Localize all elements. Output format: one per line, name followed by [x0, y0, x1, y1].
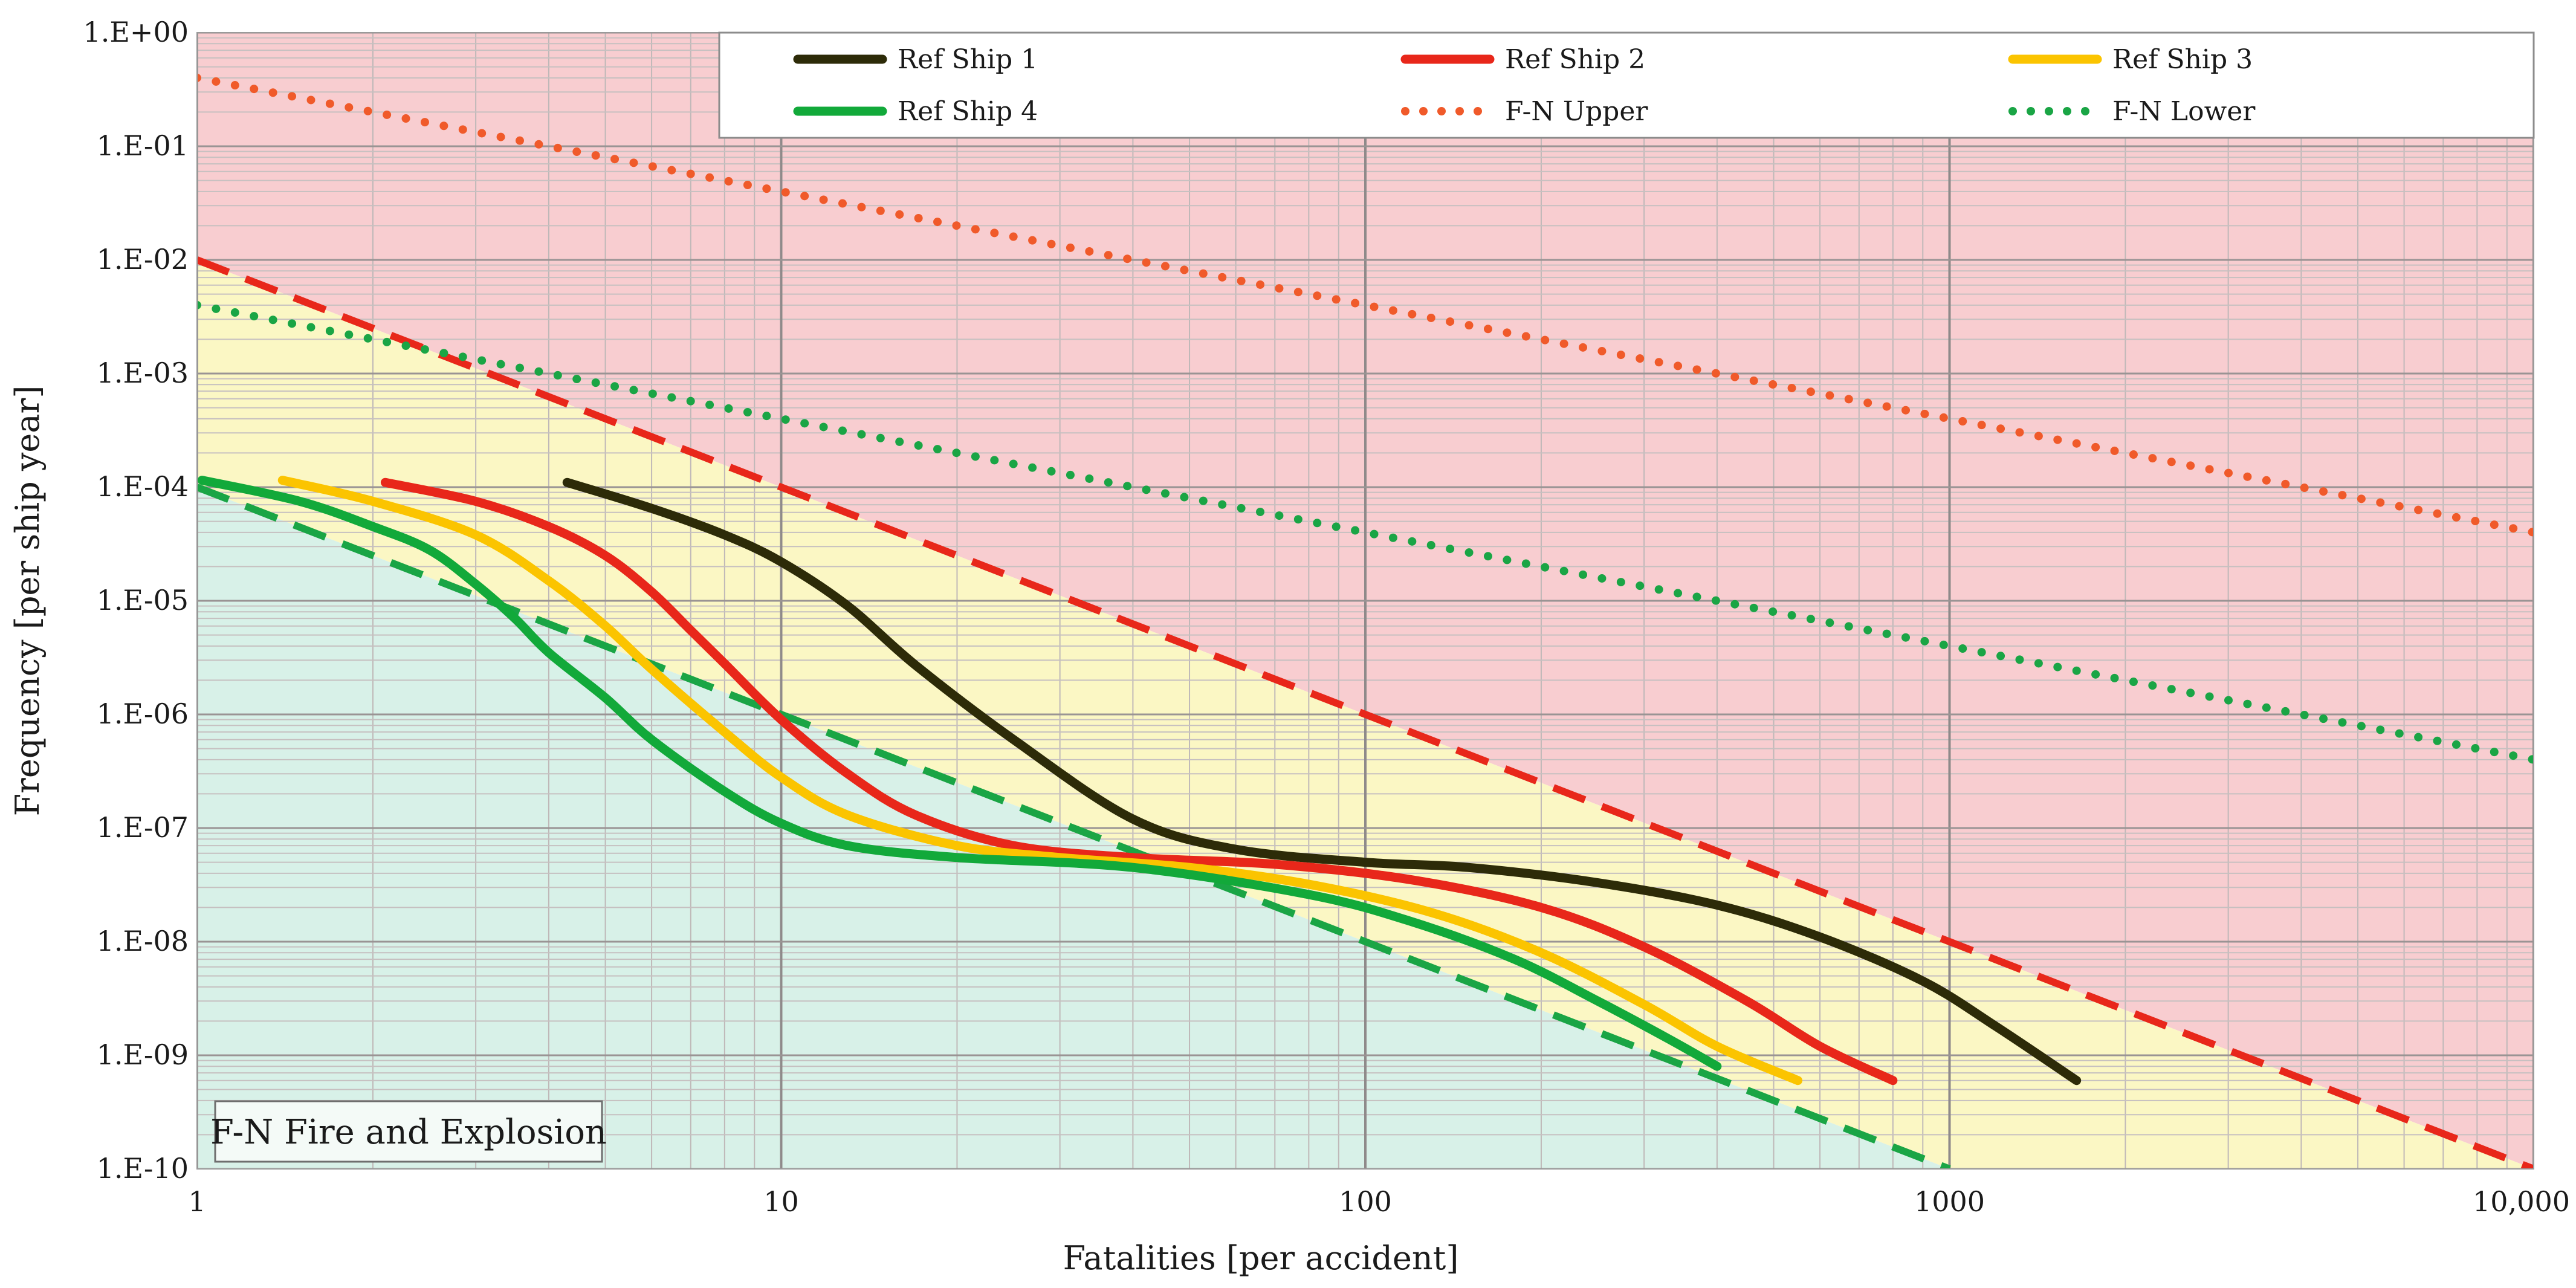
- series-ref-ship-4-line: [197, 476, 1722, 1071]
- y-axis-title: Frequency [per ship year]: [8, 386, 47, 817]
- chart-annotation: F-N Fire and Explosion: [210, 1100, 607, 1163]
- annotation-box: [214, 1100, 603, 1163]
- y-tick-label: 1.E-01: [97, 129, 189, 162]
- series-ref-ship-3-line: [277, 476, 1803, 1086]
- legend-label: F-N Lower: [2112, 96, 2256, 127]
- x-tick-label: 10,000: [2473, 1185, 2570, 1218]
- x-tick-label: 1: [188, 1185, 205, 1218]
- legend-entry-ref-ship-1: Ref Ship 1: [793, 44, 1038, 75]
- legend-entry-f-n-lower: F-N Lower: [2008, 96, 2256, 127]
- y-tick-label: 1.E-10: [97, 1152, 189, 1185]
- plot-area: [196, 32, 2534, 1170]
- series-ref-ship-2-line: [380, 477, 1898, 1086]
- x-tick-label: 10: [763, 1185, 799, 1218]
- x-tick-label: 1000: [1914, 1185, 1985, 1218]
- y-tick-label: 1.E-02: [97, 243, 189, 276]
- series-boundary-upper-line: [197, 256, 2534, 1169]
- x-tick-label: 100: [1339, 1185, 1392, 1218]
- series-lines: [197, 73, 2534, 1169]
- annotation-text: F-N Fire and Explosion: [210, 1113, 607, 1152]
- y-tick-label: 1.E-03: [97, 357, 189, 389]
- y-tick-label: 1.E-07: [97, 811, 189, 844]
- legend-label: F-N Upper: [1505, 96, 1648, 127]
- legend-box: [718, 31, 2535, 139]
- y-tick-label: 1.E-09: [97, 1038, 189, 1071]
- x-axis-title: Fatalities [per accident]: [1063, 1239, 1459, 1277]
- legend-entry-ref-ship-3: Ref Ship 3: [2008, 44, 2253, 75]
- legend-entry-f-n-upper: F-N Upper: [1401, 96, 1648, 127]
- legend-label: Ref Ship 1: [898, 44, 1038, 75]
- legend-entry-ref-ship-2: Ref Ship 2: [1400, 44, 1645, 75]
- legend-label: Ref Ship 3: [2112, 44, 2253, 75]
- legend-label: Ref Ship 2: [1505, 44, 1645, 75]
- y-tick-label: 1.E-06: [97, 697, 189, 730]
- series-ref-ship-1-line: [562, 477, 2082, 1086]
- y-axis-tick-labels: 1.E-10 1.E-09 1.E-08 1.E-07 1.E-06 1.E-05 1.E-…: [83, 16, 189, 1185]
- legend-entries: Ref Ship 1 Ref Ship 2 Ref Ship 3 Ref Ship 4…: [793, 44, 2256, 127]
- y-tick-label: 1.E-08: [97, 925, 189, 957]
- y-tick-label: 1.E-05: [97, 584, 189, 616]
- legend-entry-ref-ship-4: Ref Ship 4: [793, 96, 1038, 127]
- x-axis-tick-labels: 1 10 100 1000 10,000: [188, 1185, 2570, 1218]
- legend: Ref Ship 1 Ref Ship 2 Ref Ship 3 Ref Ship 4…: [718, 31, 2535, 139]
- y-tick-label: 1.E-04: [97, 470, 189, 503]
- y-tick-label: 1.E+00: [83, 16, 189, 48]
- legend-label: Ref Ship 4: [898, 96, 1038, 127]
